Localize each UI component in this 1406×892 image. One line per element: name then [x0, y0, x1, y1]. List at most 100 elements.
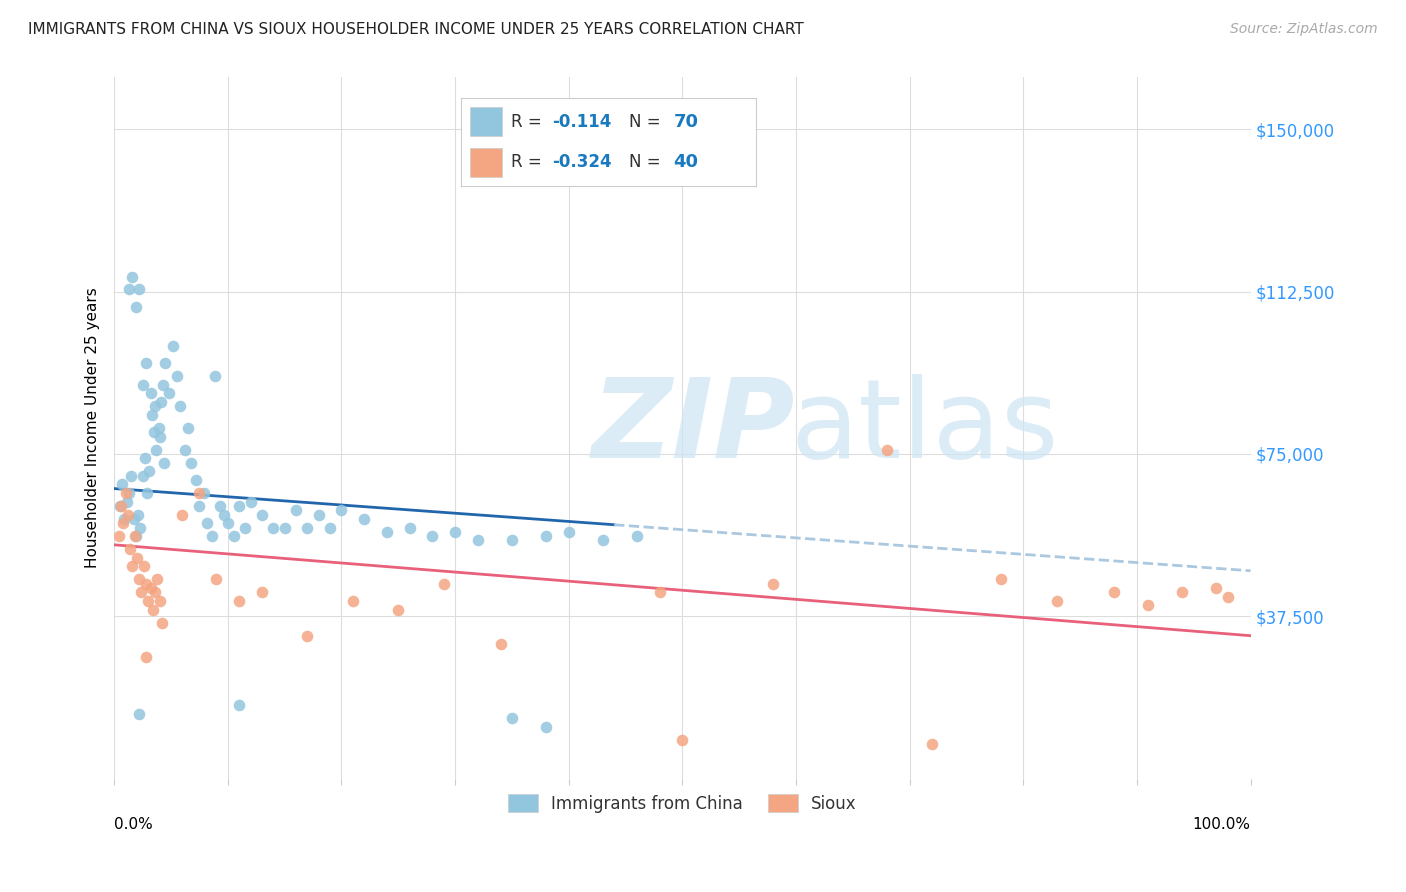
Point: [1216, 590, 1239, 604]
Point: [128, 706, 150, 721]
Point: [149, 594, 172, 608]
Point: [169, 400, 191, 414]
Point: [129, 520, 152, 534]
Point: [228, 594, 250, 608]
Point: [118, 283, 141, 297]
Point: [195, 516, 218, 531]
Point: [120, 468, 142, 483]
Point: [125, 529, 148, 543]
Point: [131, 468, 153, 483]
Point: [136, 594, 159, 608]
Point: [128, 573, 150, 587]
Point: [150, 615, 173, 630]
Point: [125, 550, 148, 565]
Point: [876, 442, 898, 457]
Point: [534, 529, 557, 543]
Point: [489, 637, 512, 651]
Point: [111, 477, 134, 491]
Point: [262, 520, 284, 534]
Point: [188, 499, 211, 513]
Point: [239, 494, 262, 508]
Point: [184, 473, 207, 487]
Point: [122, 512, 145, 526]
Point: [148, 421, 170, 435]
Point: [134, 451, 156, 466]
Point: [128, 283, 150, 297]
Point: [139, 581, 162, 595]
Point: [115, 494, 138, 508]
Point: [131, 585, 153, 599]
Point: [117, 508, 139, 522]
Point: [112, 516, 135, 531]
Point: [204, 369, 226, 384]
Point: [114, 486, 136, 500]
Point: [273, 520, 295, 534]
Point: [121, 559, 143, 574]
Point: [172, 508, 194, 522]
Point: [127, 508, 149, 522]
Point: [233, 520, 256, 534]
Point: [250, 508, 273, 522]
Point: [139, 386, 162, 401]
Point: [222, 529, 245, 543]
Point: [375, 524, 398, 539]
Point: [205, 573, 228, 587]
Point: [1205, 581, 1227, 595]
Point: [342, 594, 364, 608]
Point: [124, 529, 146, 543]
Point: [136, 486, 159, 500]
Point: [398, 520, 420, 534]
Point: [422, 529, 444, 543]
Point: [297, 520, 319, 534]
Point: [467, 533, 489, 548]
Point: [131, 377, 153, 392]
Point: [135, 650, 157, 665]
Point: [228, 499, 250, 513]
Point: [107, 529, 129, 543]
Point: [141, 408, 163, 422]
Point: [444, 524, 467, 539]
Text: atlas: atlas: [790, 375, 1059, 482]
Y-axis label: Householder Income Under 25 years: Householder Income Under 25 years: [86, 287, 100, 568]
Point: [217, 516, 239, 531]
Point: [1137, 599, 1160, 613]
Point: [990, 573, 1012, 587]
Point: [208, 499, 231, 513]
Point: [180, 456, 202, 470]
Text: 0.0%: 0.0%: [114, 817, 153, 832]
Point: [149, 395, 172, 409]
Text: IMMIGRANTS FROM CHINA VS SIOUX HOUSEHOLDER INCOME UNDER 25 YEARS CORRELATION CHA: IMMIGRANTS FROM CHINA VS SIOUX HOUSEHOLD…: [28, 22, 804, 37]
Point: [166, 369, 188, 384]
Point: [143, 400, 166, 414]
Point: [501, 711, 523, 725]
Point: [149, 429, 172, 443]
Point: [173, 442, 195, 457]
Point: [142, 603, 165, 617]
Point: [626, 529, 648, 543]
Point: [188, 486, 211, 500]
Point: [671, 732, 693, 747]
Point: [132, 559, 155, 574]
Point: [143, 585, 166, 599]
Text: 100.0%: 100.0%: [1192, 817, 1250, 832]
Point: [387, 603, 409, 617]
Point: [155, 356, 177, 370]
Point: [330, 503, 353, 517]
Point: [1171, 585, 1194, 599]
Point: [1046, 594, 1069, 608]
Point: [250, 585, 273, 599]
Point: [143, 425, 166, 440]
Point: [433, 576, 456, 591]
Point: [214, 508, 236, 522]
Point: [762, 576, 785, 591]
Point: [121, 269, 143, 284]
Text: Source: ZipAtlas.com: Source: ZipAtlas.com: [1230, 22, 1378, 37]
Point: [319, 520, 342, 534]
Point: [308, 508, 330, 522]
Point: [162, 339, 184, 353]
Point: [177, 421, 200, 435]
Point: [108, 499, 131, 513]
Point: [921, 737, 943, 751]
Point: [138, 464, 160, 478]
Point: [592, 533, 614, 548]
